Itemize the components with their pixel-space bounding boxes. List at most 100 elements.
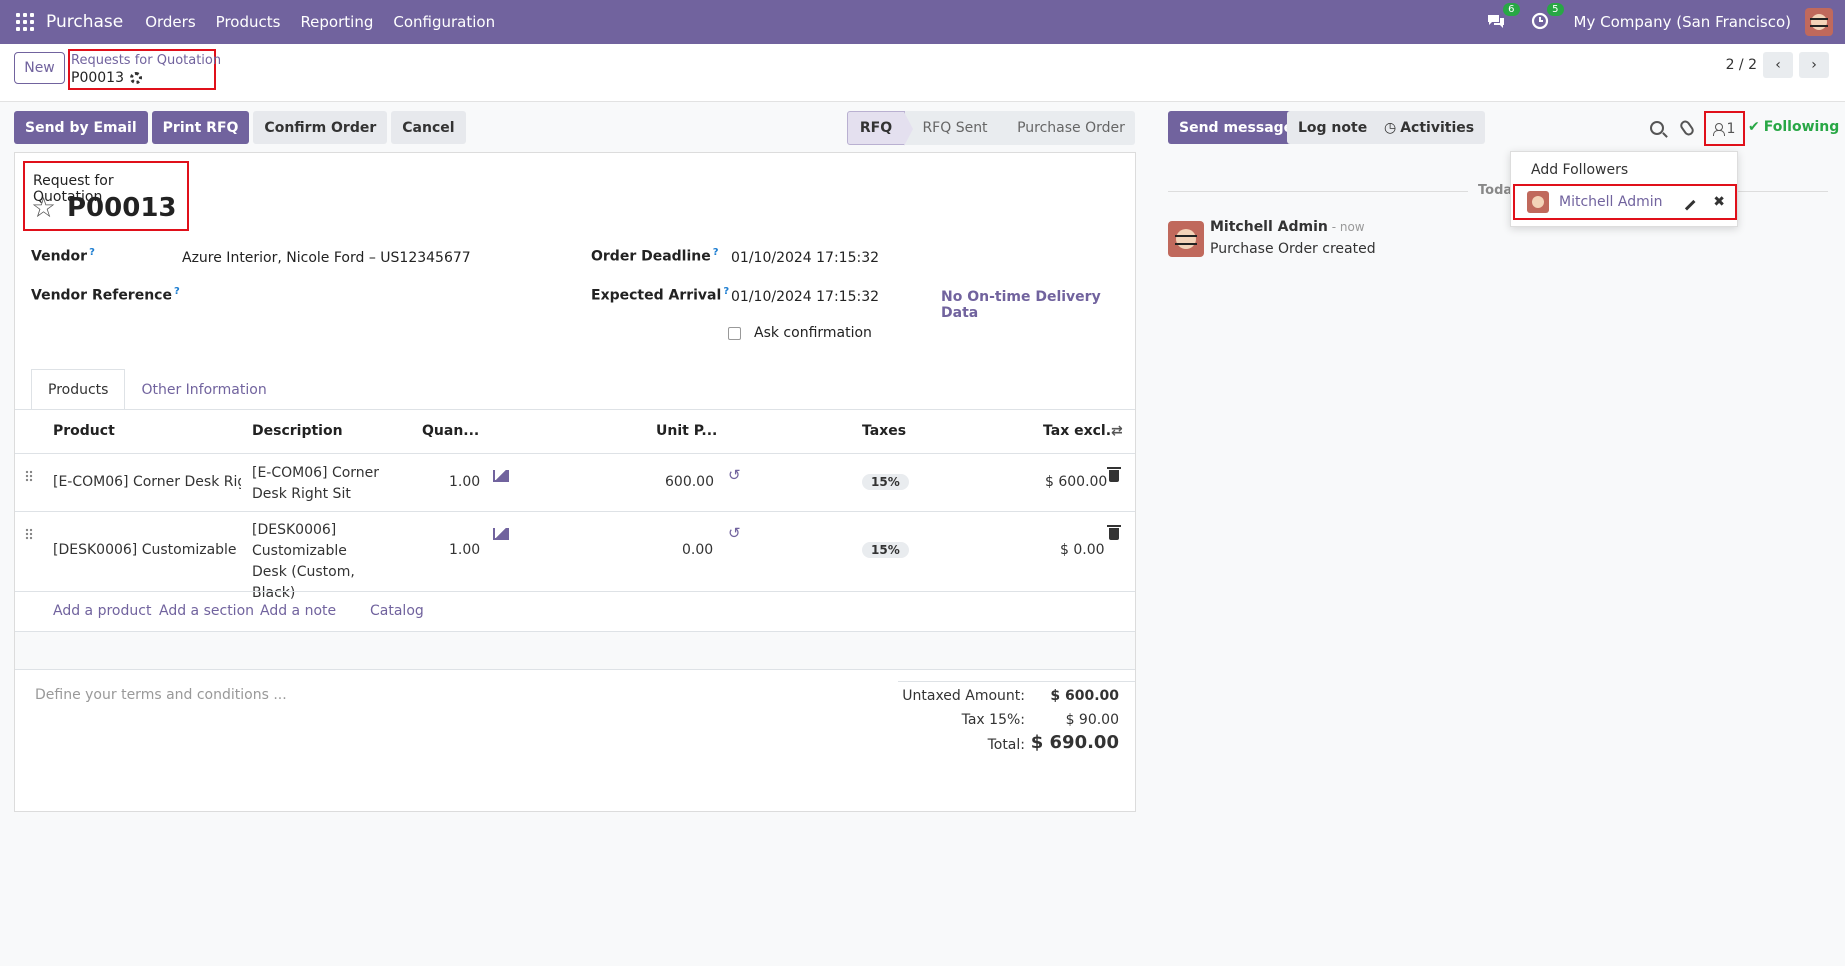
company-switcher[interactable]: My Company (San Francisco) xyxy=(1573,13,1791,31)
pager-next-button[interactable]: › xyxy=(1799,52,1829,78)
status-rfq-sent[interactable]: RFQ Sent xyxy=(905,111,1006,145)
log-note-button[interactable]: Log note xyxy=(1287,111,1379,144)
forecast-chart-icon[interactable] xyxy=(493,528,509,540)
activities-chatter-button[interactable]: ◷ Activities xyxy=(1373,111,1486,144)
clock-small-icon: ◷ xyxy=(1384,119,1397,136)
tax-badge[interactable]: 15% xyxy=(862,474,909,490)
forecast-chart-icon[interactable] xyxy=(493,470,509,482)
price-history-icon[interactable]: ↺ xyxy=(728,466,741,484)
column-settings-icon[interactable]: ⇄ xyxy=(1111,423,1123,439)
print-rfq-button[interactable]: Print RFQ xyxy=(151,111,250,144)
row-quantity[interactable]: 1.00 xyxy=(449,542,481,558)
status-rfq[interactable]: RFQ xyxy=(847,111,913,146)
expected-arrival-label: Expected Arrival? xyxy=(591,286,729,304)
price-history-icon[interactable]: ↺ xyxy=(728,524,741,542)
tab-products[interactable]: Products xyxy=(31,369,126,410)
title-label: Request for Quotation xyxy=(33,173,114,205)
breadcrumb-current: P00013 xyxy=(71,70,142,86)
vendor-reference-field[interactable] xyxy=(182,286,562,308)
row-description[interactable]: [DESK0006] Customizable Desk (Custom, Bl… xyxy=(252,522,355,601)
followers-button[interactable]: 1 xyxy=(1704,111,1745,146)
total-value: $ 690.00 xyxy=(1030,732,1119,753)
trash-icon[interactable] xyxy=(1107,525,1121,540)
vendor-reference-help-icon[interactable]: ? xyxy=(173,286,180,297)
drag-handle-icon[interactable] xyxy=(25,470,33,482)
menu-configuration[interactable]: Configuration xyxy=(393,13,496,31)
messages-count-badge: 6 xyxy=(1503,3,1520,16)
row-unit-price[interactable]: 600.00 xyxy=(665,474,714,490)
col-taxes[interactable]: Taxes xyxy=(862,423,907,439)
expected-arrival-help-icon[interactable]: ? xyxy=(723,286,730,297)
breadcrumb: Requests for Quotation P00013 xyxy=(68,49,221,90)
menu-orders[interactable]: Orders xyxy=(145,13,196,31)
row-quantity[interactable]: 1.00 xyxy=(449,474,481,490)
table-row[interactable]: [DESK0006] Customizable ... [DESK0006] C… xyxy=(15,511,1135,601)
edit-pencil-icon[interactable] xyxy=(1678,193,1696,211)
col-tax-excl[interactable]: Tax excl. xyxy=(1043,423,1112,439)
app-name[interactable]: Purchase xyxy=(46,12,124,32)
tab-other-information[interactable]: Other Information xyxy=(141,381,267,398)
activities-chatter-label: Activities xyxy=(1400,119,1475,136)
star-icon[interactable]: ☆ xyxy=(31,191,57,224)
activities-button[interactable]: 5 xyxy=(1530,3,1564,33)
col-description[interactable]: Description xyxy=(252,423,343,439)
trash-icon[interactable] xyxy=(1107,467,1121,482)
row-subtotal: $ 0.00 xyxy=(1060,542,1105,558)
vendor-label: Vendor? xyxy=(31,247,95,265)
following-label: Following xyxy=(1763,119,1840,135)
followers-count: 1 xyxy=(1726,120,1736,137)
add-line-row: Add a product Add a section Add a note C… xyxy=(15,591,1135,631)
follower-item[interactable]: Mitchell Admin ✖ xyxy=(1513,184,1737,220)
messages-button[interactable]: 6 xyxy=(1486,3,1520,33)
send-message-button[interactable]: Send message xyxy=(1168,111,1305,144)
pager: 2 / 2 ‹ › xyxy=(1726,52,1829,78)
add-note-link[interactable]: Add a note xyxy=(260,603,337,619)
add-section-link[interactable]: Add a section xyxy=(159,603,255,619)
chatter-search-button[interactable] xyxy=(1650,111,1664,145)
apps-menu-icon[interactable] xyxy=(16,13,34,31)
status-bar: RFQ RFQ Sent Purchase Order xyxy=(847,111,1135,146)
row-product[interactable]: [DESK0006] Customizable ... xyxy=(53,542,241,558)
ontime-delivery-link[interactable]: No On-time Delivery Data xyxy=(941,289,1101,321)
gear-icon[interactable] xyxy=(129,72,142,84)
row-description[interactable]: [E-COM06] Corner Desk Right Sit xyxy=(252,465,380,502)
row-unit-price[interactable]: 0.00 xyxy=(682,542,714,558)
menu-products[interactable]: Products xyxy=(215,13,281,31)
send-by-email-button[interactable]: Send by Email xyxy=(14,111,148,144)
top-navbar: Purchase Orders Products Reporting Confi… xyxy=(0,0,1845,44)
new-button[interactable]: New xyxy=(14,52,65,84)
menu-reporting[interactable]: Reporting xyxy=(300,13,374,31)
col-quantity[interactable]: Quan... xyxy=(422,423,480,439)
tax-badge[interactable]: 15% xyxy=(862,542,909,558)
user-avatar[interactable] xyxy=(1805,8,1833,36)
vendor-field[interactable]: Azure Interior, Nicole Ford – US12345677 xyxy=(182,250,471,266)
confirm-order-button[interactable]: Confirm Order xyxy=(253,111,388,144)
ask-confirmation-checkbox[interactable] xyxy=(728,327,741,340)
cancel-button[interactable]: Cancel xyxy=(391,111,466,144)
vendor-help-icon[interactable]: ? xyxy=(89,247,95,258)
message-author[interactable]: Mitchell Admin - now xyxy=(1210,219,1365,235)
vendor-reference-label: Vendor Reference? xyxy=(31,286,180,304)
drag-handle-icon[interactable] xyxy=(25,528,33,540)
add-followers-link[interactable]: Add Followers xyxy=(1531,162,1629,178)
order-deadline-help-icon[interactable]: ? xyxy=(712,247,719,258)
add-product-link[interactable]: Add a product xyxy=(53,603,152,619)
breadcrumb-parent-link[interactable]: Requests for Quotation xyxy=(71,53,222,68)
untaxed-amount-value: $ 600.00 xyxy=(1050,688,1119,704)
expected-arrival-field[interactable]: 01/10/2024 17:15:32 xyxy=(731,289,880,305)
follower-name[interactable]: Mitchell Admin xyxy=(1559,194,1663,210)
col-unit-price[interactable]: Unit P... xyxy=(656,423,718,439)
attachments-button[interactable] xyxy=(1678,111,1696,145)
col-product[interactable]: Product xyxy=(53,423,115,439)
following-button[interactable]: ✔ Following xyxy=(1748,119,1839,135)
remove-follower-icon[interactable]: ✖ xyxy=(1713,194,1725,210)
order-deadline-field[interactable]: 01/10/2024 17:15:32 xyxy=(731,250,880,266)
pager-previous-button[interactable]: ‹ xyxy=(1763,52,1793,78)
terms-conditions-field[interactable]: Define your terms and conditions ... xyxy=(35,687,287,703)
row-product[interactable]: [E-COM06] Corner Desk Rig... xyxy=(53,474,241,490)
catalog-link[interactable]: Catalog xyxy=(370,603,424,619)
table-row[interactable]: [E-COM06] Corner Desk Rig... [E-COM06] C… xyxy=(15,453,1135,511)
status-purchase-order[interactable]: Purchase Order xyxy=(997,111,1135,145)
message-author-avatar[interactable] xyxy=(1168,221,1204,257)
untaxed-amount-label: Untaxed Amount: xyxy=(902,688,1025,704)
